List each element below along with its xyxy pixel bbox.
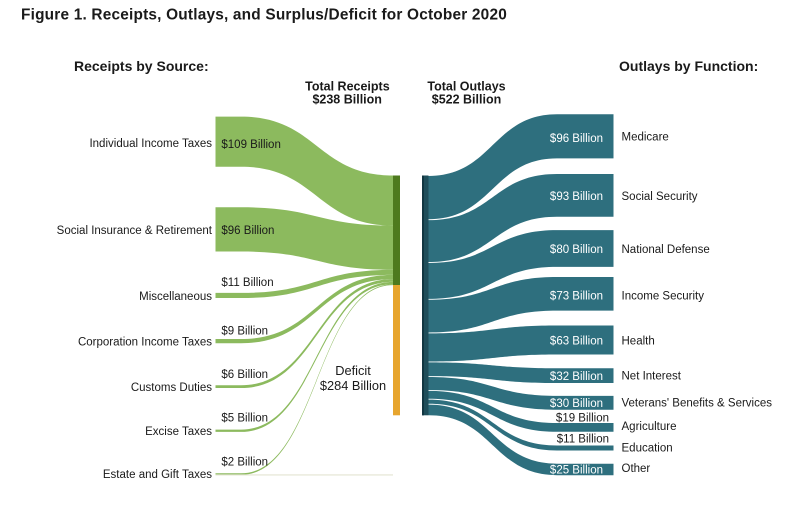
svg-text:Other: Other [622, 463, 651, 475]
svg-text:Individual Income Taxes: Individual Income Taxes [89, 138, 212, 150]
svg-text:Miscellaneous: Miscellaneous [139, 291, 212, 303]
svg-text:Education: Education [622, 443, 673, 455]
svg-text:Total Receipts: Total Receipts [305, 79, 390, 93]
svg-text:$522 Billion: $522 Billion [432, 92, 501, 106]
svg-text:$93 Billion: $93 Billion [550, 191, 603, 203]
svg-text:Figure 1. Receipts, Outlays, a: Figure 1. Receipts, Outlays, and Surplus… [21, 6, 507, 23]
svg-text:$109 Billion: $109 Billion [221, 139, 280, 151]
svg-text:Receipts by Source:: Receipts by Source: [74, 58, 209, 74]
svg-text:$63 Billion: $63 Billion [550, 335, 603, 347]
svg-text:$11 Billion: $11 Billion [557, 434, 609, 446]
svg-text:Health: Health [622, 335, 655, 347]
svg-text:Social Insurance & Retirement: Social Insurance & Retirement [57, 225, 213, 237]
svg-text:Veterans' Benefits & Services: Veterans' Benefits & Services [622, 398, 773, 410]
svg-text:Medicare: Medicare [622, 132, 669, 144]
svg-text:$5 Billion: $5 Billion [221, 412, 268, 424]
svg-text:$32 Billion: $32 Billion [550, 371, 603, 383]
svg-text:$73 Billion: $73 Billion [550, 291, 603, 303]
svg-text:$96 Billion: $96 Billion [550, 133, 603, 145]
svg-text:$238 Billion: $238 Billion [312, 92, 381, 106]
svg-text:Excise Taxes: Excise Taxes [145, 426, 212, 438]
svg-text:$284 Billion: $284 Billion [320, 378, 386, 393]
svg-text:National Defense: National Defense [622, 244, 710, 256]
svg-text:Corporation Income Taxes: Corporation Income Taxes [78, 336, 212, 348]
svg-text:$11 Billion: $11 Billion [221, 277, 273, 289]
svg-text:Estate and Gift Taxes: Estate and Gift Taxes [103, 469, 212, 481]
svg-text:Customs Duties: Customs Duties [131, 382, 212, 394]
svg-text:Agriculture: Agriculture [622, 421, 677, 433]
svg-text:Net Interest: Net Interest [622, 371, 682, 383]
svg-text:$2 Billion: $2 Billion [221, 456, 268, 468]
svg-text:Outlays by Function:: Outlays by Function: [619, 58, 758, 74]
svg-text:$9 Billion: $9 Billion [221, 325, 268, 337]
svg-text:$6 Billion: $6 Billion [221, 369, 268, 381]
svg-text:Income Security: Income Security [622, 291, 705, 303]
svg-text:Total Outlays: Total Outlays [427, 79, 505, 93]
svg-text:$30 Billion: $30 Billion [550, 398, 603, 410]
svg-text:$96 Billion: $96 Billion [221, 225, 274, 237]
svg-text:Deficit: Deficit [335, 363, 371, 378]
svg-text:$19 Billion: $19 Billion [556, 413, 609, 425]
svg-text:Social Security: Social Security [622, 191, 698, 203]
svg-text:$80 Billion: $80 Billion [550, 244, 603, 256]
svg-text:$25 Billion: $25 Billion [550, 464, 603, 476]
